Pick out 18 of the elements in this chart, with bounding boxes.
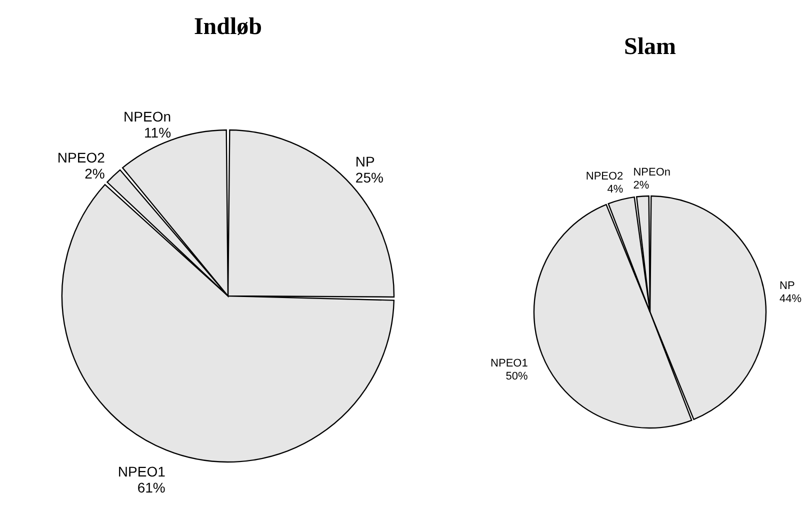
data-label: 25%: [355, 170, 384, 186]
data-label: 2%: [633, 179, 650, 192]
data-label: 11%: [144, 124, 172, 140]
chart-title: Indløb: [192, 14, 264, 41]
slice-label: NPEO1: [490, 358, 528, 370]
slice-label: NPEOn: [633, 166, 671, 178]
chart-title: Slam: [622, 34, 677, 61]
slice-label: NPEO1: [118, 463, 166, 480]
slice-label: NPEO2: [57, 149, 106, 166]
data-label: 50%: [506, 370, 528, 383]
slice-label: NPEO2: [586, 170, 624, 182]
slice-label: NP: [780, 280, 795, 292]
data-label: 2%: [84, 165, 105, 182]
data-label: 44%: [780, 292, 802, 305]
slice-label: NP: [355, 154, 375, 170]
data-label: 4%: [607, 183, 624, 196]
slice-label: NPEOn: [124, 108, 172, 124]
data-label: 61%: [137, 479, 166, 496]
